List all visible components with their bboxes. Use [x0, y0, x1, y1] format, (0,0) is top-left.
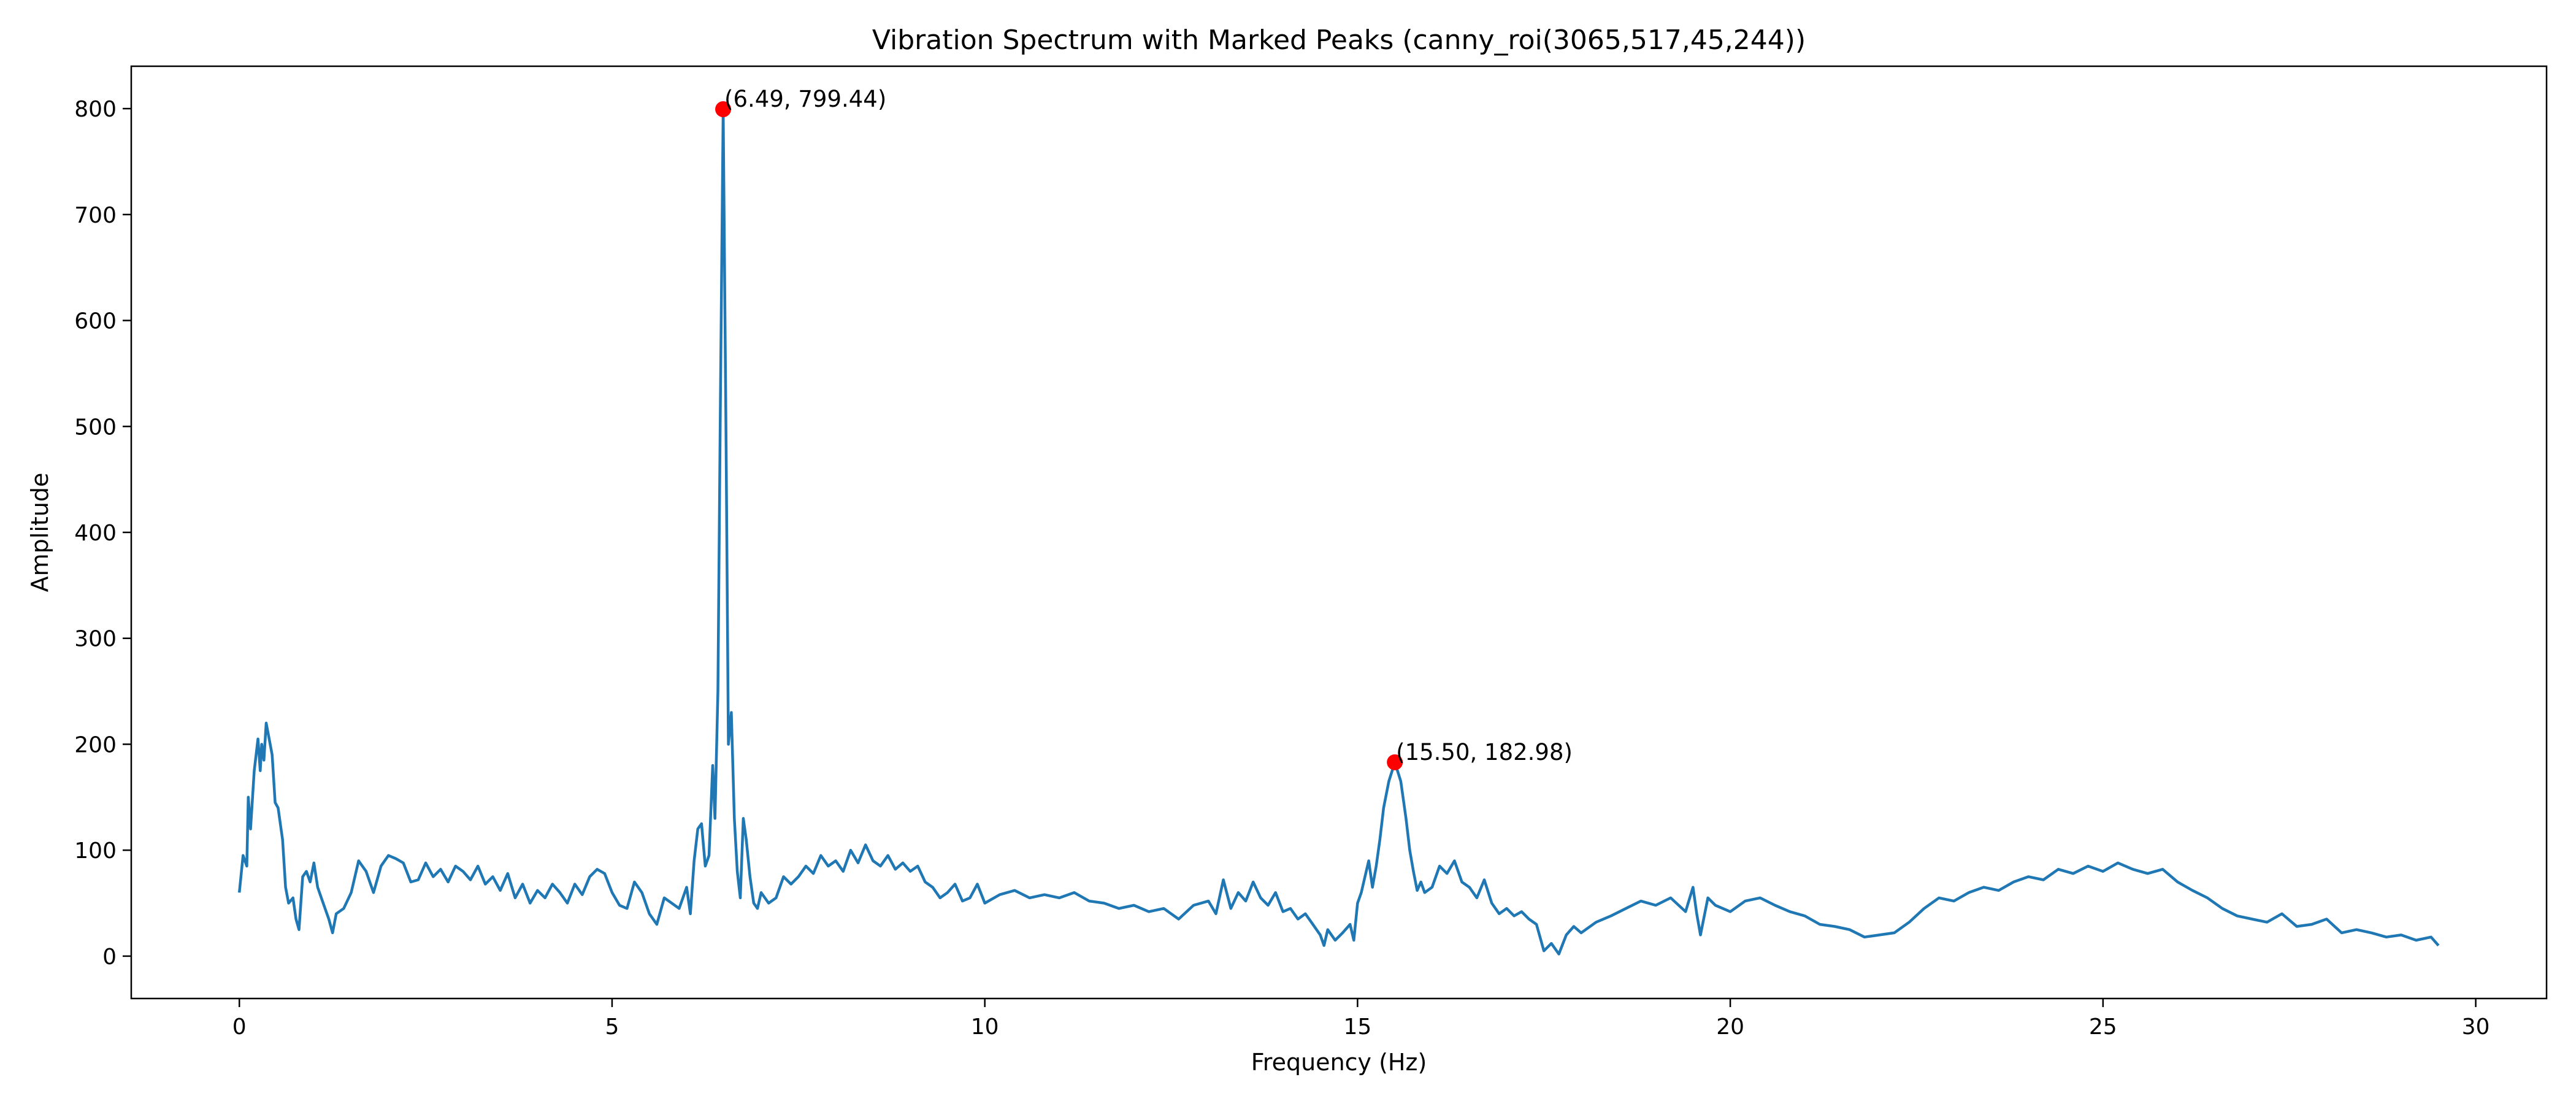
- y-tick-label: 700: [74, 203, 117, 228]
- chart-title: Vibration Spectrum with Marked Peaks (ca…: [872, 25, 1806, 56]
- x-tick-label: 25: [2089, 1014, 2117, 1040]
- x-tick-label: 5: [605, 1014, 619, 1040]
- x-tick-label: 15: [1343, 1014, 1371, 1040]
- peak-marker-1: [1387, 754, 1403, 770]
- y-tick-label: 0: [102, 945, 117, 970]
- x-tick-label: 20: [1716, 1014, 1744, 1040]
- x-tick-label: 10: [971, 1014, 999, 1040]
- y-axis-label: Amplitude: [26, 473, 53, 592]
- peak-label-1: (15.50, 182.98): [1396, 739, 1573, 765]
- peak-marker-0: [715, 101, 732, 118]
- y-tick-label: 200: [74, 732, 117, 757]
- y-tick-label: 600: [74, 309, 117, 334]
- y-tick-label: 800: [74, 97, 117, 122]
- y-tick-label: 400: [74, 521, 117, 546]
- y-tick-label: 100: [74, 838, 117, 864]
- axes-frame: [130, 65, 2548, 1000]
- plot-area: (6.49, 799.44) (15.50, 182.98) 0 5 10 15 20 25 3…: [74, 65, 2548, 1040]
- series-line-0: [237, 107, 2440, 956]
- y-tick-label: 500: [74, 415, 117, 440]
- x-axis-label: Frequency (Hz): [1251, 1049, 1427, 1076]
- x-tick-label: 0: [232, 1014, 247, 1040]
- peak-label-0: (6.49, 799.44): [724, 86, 886, 112]
- x-tick-label: 30: [2462, 1014, 2490, 1040]
- y-tick-label: 300: [74, 627, 117, 652]
